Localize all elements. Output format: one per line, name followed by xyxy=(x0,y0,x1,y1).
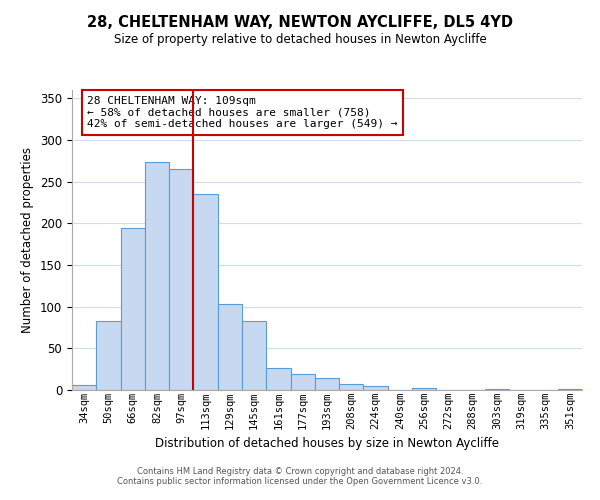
Bar xyxy=(364,386,388,390)
Bar xyxy=(339,384,364,390)
Bar xyxy=(193,194,218,390)
Text: 28 CHELTENHAM WAY: 109sqm
← 58% of detached houses are smaller (758)
42% of semi: 28 CHELTENHAM WAY: 109sqm ← 58% of detac… xyxy=(88,96,398,129)
Bar xyxy=(290,374,315,390)
Bar xyxy=(169,169,193,390)
Bar xyxy=(315,378,339,390)
Bar xyxy=(218,304,242,390)
Bar xyxy=(242,321,266,390)
Bar xyxy=(266,368,290,390)
X-axis label: Distribution of detached houses by size in Newton Aycliffe: Distribution of detached houses by size … xyxy=(155,437,499,450)
Bar xyxy=(412,388,436,390)
Bar xyxy=(558,389,582,390)
Bar xyxy=(121,228,145,390)
Bar xyxy=(145,162,169,390)
Text: 28, CHELTENHAM WAY, NEWTON AYCLIFFE, DL5 4YD: 28, CHELTENHAM WAY, NEWTON AYCLIFFE, DL5… xyxy=(87,15,513,30)
Bar xyxy=(96,321,121,390)
Text: Contains HM Land Registry data © Crown copyright and database right 2024.: Contains HM Land Registry data © Crown c… xyxy=(137,467,463,476)
Y-axis label: Number of detached properties: Number of detached properties xyxy=(22,147,34,333)
Text: Size of property relative to detached houses in Newton Aycliffe: Size of property relative to detached ho… xyxy=(113,32,487,46)
Bar xyxy=(485,389,509,390)
Text: Contains public sector information licensed under the Open Government Licence v3: Contains public sector information licen… xyxy=(118,477,482,486)
Bar xyxy=(72,385,96,390)
